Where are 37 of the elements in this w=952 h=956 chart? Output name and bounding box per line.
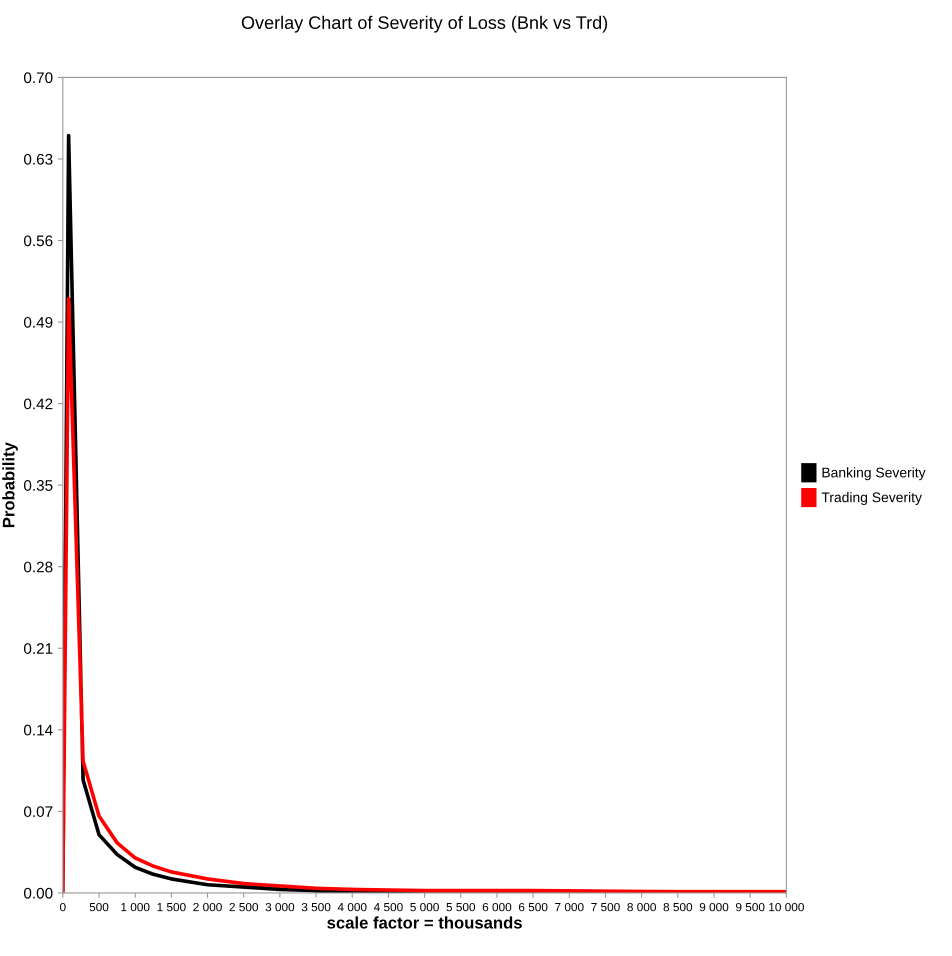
- x-tick-label: 4 000: [338, 902, 367, 912]
- x-tick-label: 7 000: [555, 902, 584, 912]
- y-tick-label: 0.56: [24, 235, 52, 246]
- y-tick-label: 0.28: [24, 562, 52, 572]
- x-tick-label: 6 000: [482, 902, 512, 912]
- legend-label: Trading Severity: [822, 492, 922, 505]
- x-tick-label: 8 000: [627, 902, 656, 912]
- x-tick-label: 0: [60, 902, 66, 912]
- y-tick-label: 0.07: [24, 806, 52, 818]
- x-tick-label: 2 000: [193, 902, 222, 912]
- x-tick-label: 9 500: [736, 902, 764, 912]
- y-tick-label: 0.42: [24, 398, 52, 410]
- y-tick-label: 0.63: [24, 154, 52, 165]
- y-tick-label: 0.00: [24, 888, 53, 899]
- x-tick-label: 8 500: [664, 902, 692, 912]
- x-tick-label: 3 000: [266, 902, 294, 912]
- x-tick-label: 1 500: [157, 902, 186, 912]
- y-tick-label: 0.35: [24, 480, 52, 491]
- x-tick-label: 5 000: [410, 902, 439, 912]
- x-tick-label: 500: [90, 902, 108, 912]
- x-tick-label: 3 500: [302, 902, 330, 912]
- x-tick-label: 1 000: [121, 902, 150, 912]
- x-tick-label: 7 500: [591, 902, 620, 912]
- y-tick-label: 0.21: [24, 643, 52, 654]
- y-axis-title: Probability: [2, 442, 18, 528]
- legend-label: Banking Severity: [822, 467, 926, 480]
- x-tick-label: 4 500: [374, 902, 403, 912]
- y-tick-label: 0.14: [24, 724, 53, 736]
- x-tick-label: 5 500: [446, 902, 476, 912]
- x-tick-label: 9 000: [700, 902, 728, 912]
- x-tick-label: 6 500: [518, 902, 548, 912]
- y-tick-label: 0.70: [24, 72, 53, 84]
- x-tick-label: 2 500: [230, 902, 258, 912]
- x-axis-title: scale factor = thousands: [327, 916, 522, 929]
- y-tick-label: 0.49: [24, 316, 52, 328]
- chart-title: Overlay Chart of Severity of Loss (Bnk vs Trd): [242, 16, 608, 33]
- x-tick-label: 10 000: [769, 902, 804, 912]
